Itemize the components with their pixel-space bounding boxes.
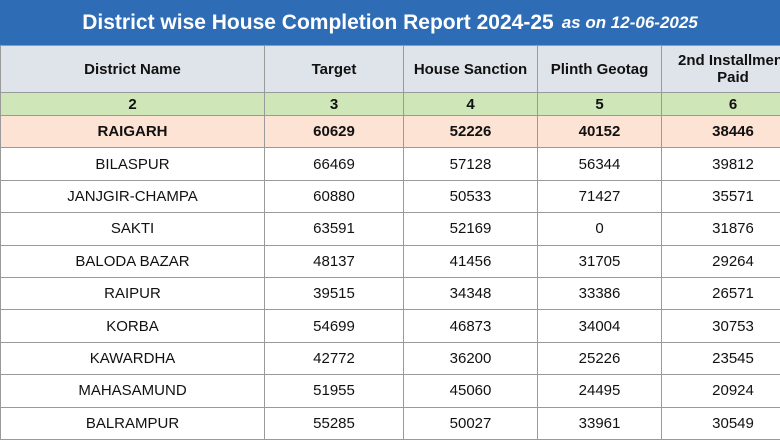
column-header-target: Target [264,45,404,93]
target-cell: 55285 [264,406,404,440]
installment-cell: 20924 [661,374,780,408]
header-row: District Name Target House Sanction Plin… [0,45,780,93]
table-row: KAWARDHA 42772 36200 25226 23545 [0,341,780,376]
plinth-cell: 25226 [537,341,662,376]
target-cell: 60629 [264,114,404,149]
target-cell: 66469 [264,147,404,181]
sanction-cell: 41456 [403,244,538,278]
table-row: BALRAMPUR 55285 50027 33961 30549 [0,406,780,440]
column-header-2nd-installment: 2nd Installment Paid [661,45,780,93]
sanction-cell: 52169 [403,212,538,246]
sanction-cell: 50533 [403,179,538,214]
district-name: BILASPUR [0,147,265,181]
installment-cell: 31876 [661,212,780,246]
table-row-raigarh: RAIGARH 60629 52226 40152 38446 [0,114,780,149]
target-cell: 42772 [264,341,404,376]
installment-cell: 30549 [661,406,780,440]
district-name: BALRAMPUR [0,406,265,440]
district-name: RAIGARH [0,114,265,149]
report-date: as on 12-06-2025 [561,12,698,32]
district-name: MAHASAMUND [0,374,265,408]
district-name: JANJGIR-CHAMPA [0,179,265,214]
installment-cell: 23545 [661,341,780,376]
column-header-house-sanction: House Sanction [403,45,538,93]
sanction-cell: 50027 [403,406,538,440]
table-row: JANJGIR-CHAMPA 60880 50533 71427 35571 [0,179,780,214]
installment-cell: 26571 [661,276,780,311]
plinth-cell: 34004 [537,309,662,343]
plinth-cell: 0 [537,212,662,246]
installment-cell: 29264 [661,244,780,278]
target-cell: 63591 [264,212,404,246]
district-name: SAKTI [0,212,265,246]
column-number: 5 [537,92,662,116]
plinth-cell: 56344 [537,147,662,181]
plinth-cell: 33386 [537,276,662,311]
table-row: MAHASAMUND 51955 45060 24495 20924 [0,374,780,408]
column-number: 6 [661,92,780,116]
target-cell: 48137 [264,244,404,278]
table-row: KORBA 54699 46873 34004 30753 [0,309,780,343]
plinth-cell: 40152 [537,114,662,149]
plinth-cell: 24495 [537,374,662,408]
plinth-cell: 71427 [537,179,662,214]
column-number: 4 [403,92,538,116]
column-number: 3 [264,92,404,116]
sanction-cell: 45060 [403,374,538,408]
table-row: BALODA BAZAR 48137 41456 31705 29264 [0,244,780,278]
district-name: KAWARDHA [0,341,265,376]
district-name: BALODA BAZAR [0,244,265,278]
sanction-cell: 36200 [403,341,538,376]
installment-cell: 30753 [661,309,780,343]
district-report-table: District Name Target House Sanction Plin… [0,45,780,440]
sanction-cell: 52226 [403,114,538,149]
column-number: 2 [0,92,265,116]
district-name: RAIPUR [0,276,265,311]
installment-cell: 35571 [661,179,780,214]
table-row: SAKTI 63591 52169 0 31876 [0,212,780,246]
sanction-cell: 34348 [403,276,538,311]
report-title: District wise House Completion Report 20… [82,10,554,34]
installment-cell: 39812 [661,147,780,181]
sanction-cell: 57128 [403,147,538,181]
target-cell: 39515 [264,276,404,311]
column-header-district: District Name [0,45,265,93]
plinth-cell: 33961 [537,406,662,440]
target-cell: 51955 [264,374,404,408]
district-name: KORBA [0,309,265,343]
plinth-cell: 31705 [537,244,662,278]
table-row: BILASPUR 66469 57128 56344 39812 [0,147,780,181]
column-number-row: 2 3 4 5 6 [0,92,780,116]
target-cell: 54699 [264,309,404,343]
target-cell: 60880 [264,179,404,214]
report-title-bar: District wise House Completion Report 20… [0,0,780,45]
installment-cell: 38446 [661,114,780,149]
sanction-cell: 46873 [403,309,538,343]
table-row: RAIPUR 39515 34348 33386 26571 [0,276,780,311]
column-header-plinth-geotag: Plinth Geotag [537,45,662,93]
